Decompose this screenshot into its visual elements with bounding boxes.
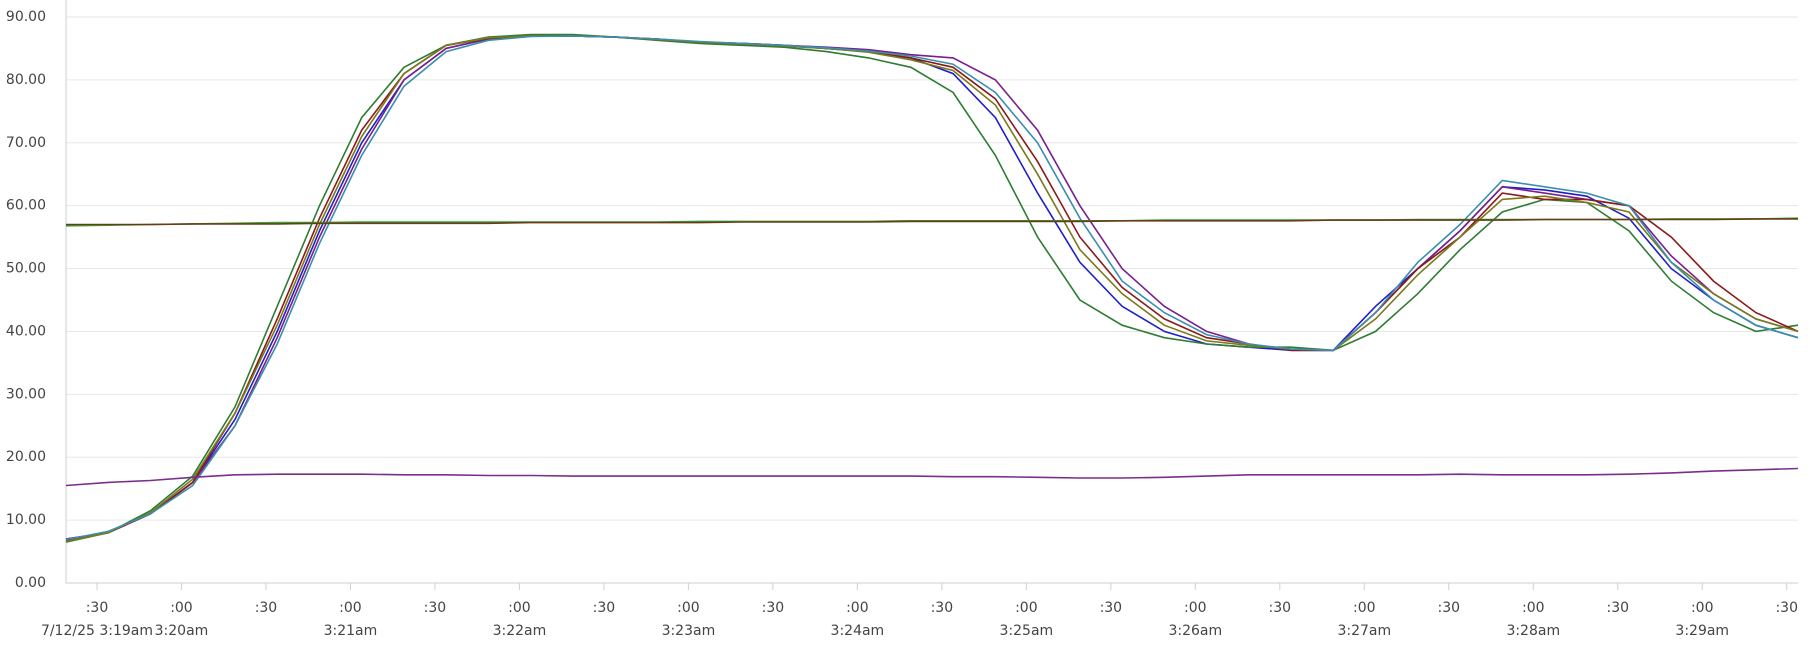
y-tick-label: 60.00	[6, 198, 46, 214]
y-tick-label: 80.00	[6, 72, 46, 88]
x-tick-label: :00	[1691, 600, 1714, 616]
x-date-label: 7/12/25 3:19am	[41, 623, 153, 639]
x-date-label: 3:24am	[831, 623, 885, 639]
x-date-label: 3:27am	[1337, 623, 1391, 639]
y-tick-label: 0.00	[15, 575, 46, 591]
x-tick-label: :30	[1438, 600, 1461, 616]
x-tick-label: :00	[1184, 600, 1207, 616]
y-tick-label: 50.00	[6, 261, 46, 277]
x-tick-label: :00	[170, 600, 193, 616]
x-date-label: 3:25am	[1000, 623, 1054, 639]
series-line	[65, 35, 1799, 541]
series-line	[65, 35, 1799, 541]
series-line	[65, 467, 1799, 487]
y-tick-label: 20.00	[6, 449, 46, 465]
x-tick-label: :00	[677, 600, 700, 616]
x-date-label: 3:22am	[493, 623, 547, 639]
y-tick-label: 40.00	[6, 323, 46, 339]
y-tick-label: 30.00	[6, 386, 46, 402]
x-tick-label: :30	[255, 600, 278, 616]
x-tick-label: :30	[1269, 600, 1292, 616]
x-date-label: 3:26am	[1168, 623, 1222, 639]
x-tick-label: :00	[846, 600, 869, 616]
x-date-label: 3:20am	[155, 623, 209, 639]
x-tick-label: :30	[1100, 600, 1123, 616]
x-tick-label: :30	[1606, 600, 1629, 616]
series-line	[65, 33, 1799, 543]
x-tick-label: :00	[339, 600, 362, 616]
x-tick-label: :30	[762, 600, 785, 616]
y-tick-label: 10.00	[6, 512, 46, 528]
x-tick-label: :30	[424, 600, 447, 616]
x-date-label: 3:23am	[662, 623, 716, 639]
x-tick-label: :00	[1015, 600, 1038, 616]
x-date-label: 3:28am	[1506, 623, 1560, 639]
y-tick-label: 70.00	[6, 135, 46, 151]
x-date-label: 3:29am	[1675, 623, 1729, 639]
x-tick-label: :30	[1775, 600, 1798, 616]
x-tick-label: :00	[1522, 600, 1545, 616]
x-tick-label: :00	[508, 600, 531, 616]
x-tick-label: :30	[86, 600, 109, 616]
series-line	[65, 35, 1799, 540]
series-line	[66, 218, 1798, 226]
x-tick-label: :30	[931, 600, 954, 616]
series-line	[65, 35, 1799, 540]
x-tick-label: :30	[593, 600, 616, 616]
y-tick-label: 90.00	[6, 9, 46, 25]
x-date-label: 3:21am	[324, 623, 378, 639]
x-tick-label: :00	[1353, 600, 1376, 616]
series-line	[65, 35, 1799, 543]
